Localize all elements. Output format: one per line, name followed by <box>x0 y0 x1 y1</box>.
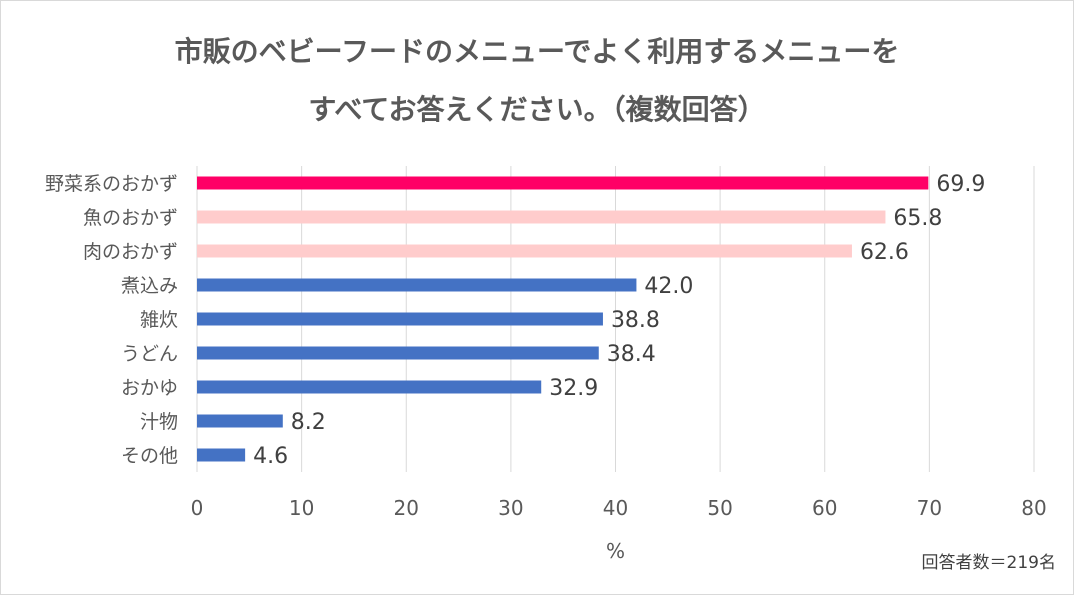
x-tick-label: 50 <box>707 496 732 520</box>
data-label: 8.2 <box>291 410 326 435</box>
x-tick-label: 20 <box>394 496 419 520</box>
bar <box>197 312 603 326</box>
bar <box>197 210 886 224</box>
category-label: おかゆ <box>121 377 178 399</box>
x-tick-label: 30 <box>498 496 523 520</box>
category-label: 魚のおかず <box>83 207 178 229</box>
data-label: 62.6 <box>860 240 909 265</box>
bar <box>197 414 283 428</box>
data-label: 42.0 <box>644 274 693 299</box>
x-tick-label: 70 <box>917 496 942 520</box>
category-label: 雑炊 <box>140 309 178 331</box>
data-label: 38.8 <box>611 308 660 333</box>
bar <box>197 380 542 394</box>
x-tick-label: 10 <box>289 496 314 520</box>
data-label: 32.9 <box>549 376 598 401</box>
chart-title-line-2: すべてお答えください。（複数回答） <box>308 93 766 126</box>
bar <box>197 278 637 292</box>
x-tick-label: 0 <box>191 496 204 520</box>
category-label: 汁物 <box>140 411 178 433</box>
category-label: その他 <box>121 445 178 467</box>
category-label: 肉のおかず <box>83 241 178 263</box>
data-label: 38.4 <box>607 342 656 367</box>
data-label: 69.9 <box>936 172 985 197</box>
respondent-count-note: 回答者数＝219名 <box>921 553 1056 573</box>
x-tick-label: 80 <box>1021 496 1046 520</box>
x-tick-label: 60 <box>812 496 837 520</box>
bar <box>197 244 852 258</box>
data-label: 4.6 <box>253 444 288 469</box>
category-label: 野菜系のおかず <box>45 173 178 195</box>
category-label: 煮込み <box>121 275 178 297</box>
bar <box>197 176 929 190</box>
category-label: うどん <box>121 343 178 365</box>
x-tick-label: 40 <box>603 496 628 520</box>
x-axis-label: % <box>606 539 625 563</box>
chart-title-line-1: 市販のベビーフードのメニューでよく利用するメニューを <box>174 35 900 68</box>
bar <box>197 346 599 360</box>
data-label: 65.8 <box>893 206 942 231</box>
bar <box>197 448 246 462</box>
